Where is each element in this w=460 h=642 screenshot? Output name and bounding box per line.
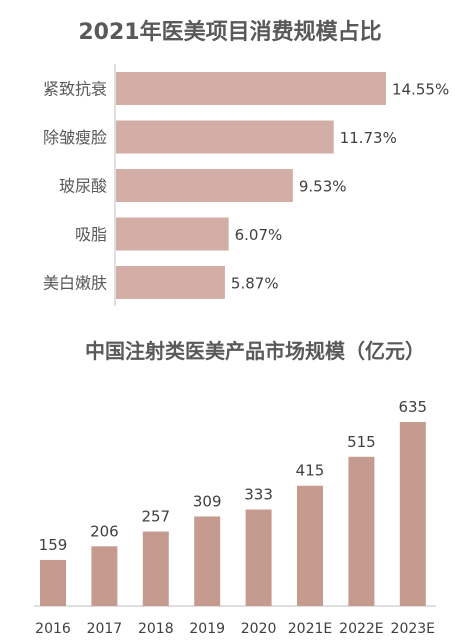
bar-2019: [194, 516, 221, 606]
data-label: 257: [141, 508, 170, 526]
x-tick-label: 2016: [35, 621, 71, 637]
data-label: 515: [347, 433, 376, 451]
bar-2016: [40, 559, 66, 606]
bar-2017: [91, 546, 118, 606]
data-label: 6.07%: [235, 226, 283, 244]
data-label: 14.55%: [392, 81, 449, 99]
chart1-title: 2021年医美项目消费规模占比: [78, 20, 382, 45]
x-tick-label: 2023E: [391, 621, 435, 637]
x-tick-label: 2018: [138, 621, 174, 637]
horizontal-bar-chart: 紧致抗衰 14.55% 除皱瘦脸 11.73% 玻尿酸 9.53% 吸脂 6.07% 美白嫩肤 5…: [43, 64, 449, 306]
data-label: 206: [90, 522, 119, 540]
x-tick-label: 2020: [241, 621, 277, 637]
category-label: 紧致抗衰: [43, 80, 107, 99]
x-tick-label: 2022E: [339, 621, 383, 637]
x-tick-label: 2017: [87, 621, 123, 637]
data-label: 11.73%: [340, 129, 397, 147]
bar-2020: [245, 509, 272, 606]
data-label: 415: [296, 462, 325, 480]
data-label: 333: [244, 486, 273, 504]
bar-3: [116, 169, 293, 202]
category-label: 玻尿酸: [59, 177, 107, 196]
bar-5: [116, 266, 225, 299]
bar-2: [116, 120, 334, 154]
bar-2023E: [399, 422, 426, 606]
category-label: 美白嫩肤: [43, 274, 107, 293]
x-tick-label: 2019: [189, 621, 225, 637]
category-label: 除皱瘦脸: [43, 128, 107, 147]
data-label: 635: [398, 398, 427, 416]
category-label: 吸脂: [75, 225, 107, 244]
x-tick-label: 2021E: [288, 621, 332, 637]
chart2-title: 中国注射类医美产品市场规模（亿元）: [85, 339, 425, 363]
data-label: 5.87%: [231, 275, 279, 293]
bar-2018: [142, 531, 169, 606]
data-label: 159: [39, 536, 68, 554]
bar-1: [116, 72, 386, 105]
bar-2021E: [297, 485, 323, 606]
bar-2022E: [348, 456, 375, 606]
data-label: 9.53%: [299, 178, 347, 196]
bar-4: [116, 217, 229, 251]
data-label: 309: [193, 492, 222, 510]
